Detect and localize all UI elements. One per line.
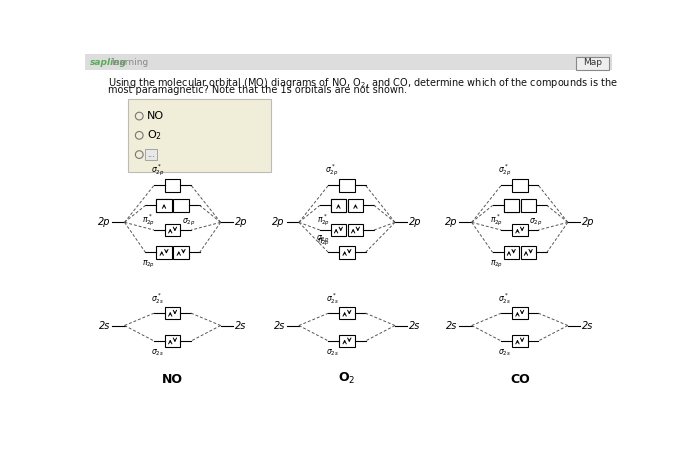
Text: 2s: 2s [273,321,285,331]
Bar [330,199,346,212]
Text: $\sigma^*_{2s}$: $\sigma^*_{2s}$ [326,291,339,306]
Text: $\sigma_{2p}$: $\sigma_{2p}$ [182,217,195,228]
Text: NO: NO [147,111,164,121]
Bar [165,179,180,192]
Bar [330,199,346,212]
Text: $\pi^*_{2p}$: $\pi^*_{2p}$ [142,212,156,228]
Bar [503,199,519,212]
Bar [512,307,528,319]
Bar [156,199,172,212]
Bar [330,224,346,236]
Bar [85,54,612,70]
Text: sapling: sapling [90,58,126,67]
Text: 2p: 2p [582,217,594,227]
Bar [512,335,528,347]
Text: learning: learning [112,58,149,67]
Bar [173,199,189,212]
Text: ...: ... [147,150,155,159]
Text: 2s: 2s [446,321,458,331]
Text: O$_2$: O$_2$ [338,370,356,385]
Text: $\pi^*_{2p}$: $\pi^*_{2p}$ [490,212,503,228]
Text: 2s: 2s [99,321,111,331]
Text: 2p: 2p [235,217,247,227]
FancyBboxPatch shape [129,99,271,172]
Bar [165,224,180,236]
Bar [156,246,172,258]
Text: Map: Map [583,59,602,68]
Text: NO: NO [162,373,183,385]
Bar [339,335,355,347]
Bar [521,246,536,258]
Bar [347,224,363,236]
Text: O$_2$: O$_2$ [147,128,162,142]
Text: 2p: 2p [98,217,111,227]
Text: $\sigma^*_{2p}$: $\sigma^*_{2p}$ [498,163,511,178]
Bar [339,307,355,319]
Text: $\pi_{2p}$: $\pi_{2p}$ [142,259,156,271]
Text: CO: CO [510,373,530,385]
Text: $\sigma_{2s}$: $\sigma_{2s}$ [498,348,511,358]
Text: $\pi_{2p}$: $\pi_{2p}$ [317,237,330,248]
Text: Using the molecular orbital (MO) diagrams of NO, O$_2$, and CO, determine which : Using the molecular orbital (MO) diagram… [108,76,618,90]
Bar [165,335,180,347]
Text: $\sigma^*_{2s}$: $\sigma^*_{2s}$ [498,291,511,306]
Text: 2s: 2s [582,321,593,331]
Text: 2s: 2s [235,321,246,331]
Bar [503,246,519,258]
Text: $\sigma^*_{2p}$: $\sigma^*_{2p}$ [151,163,164,178]
Text: $\sigma_{2s}$: $\sigma_{2s}$ [151,348,164,358]
Text: $\sigma_{2s}$: $\sigma_{2s}$ [326,348,339,358]
Text: $\sigma_{2p}$: $\sigma_{2p}$ [316,234,330,246]
Bar [347,199,363,212]
Bar [521,199,536,212]
Text: 2s: 2s [409,321,420,331]
Bar [339,246,355,258]
Text: $\sigma_{2p}$: $\sigma_{2p}$ [529,217,543,228]
Text: 2p: 2p [445,217,458,227]
Bar [173,246,189,258]
Text: $\sigma^*_{2p}$: $\sigma^*_{2p}$ [325,163,339,178]
Text: $\pi^*_{2p}$: $\pi^*_{2p}$ [317,212,330,228]
Text: 2p: 2p [409,217,422,227]
Text: $\sigma^*_{2s}$: $\sigma^*_{2s}$ [151,291,164,306]
FancyBboxPatch shape [145,149,157,160]
FancyBboxPatch shape [577,57,609,70]
Bar [512,179,528,192]
Bar [503,199,519,212]
Bar [156,199,172,212]
Text: most paramagnetic? Note that the 1s orbitals are not shown.: most paramagnetic? Note that the 1s orbi… [108,85,407,95]
Text: $\pi_{2p}$: $\pi_{2p}$ [490,259,503,271]
Bar [339,179,355,192]
Text: 2p: 2p [273,217,285,227]
Bar [512,224,528,236]
Bar [165,307,180,319]
